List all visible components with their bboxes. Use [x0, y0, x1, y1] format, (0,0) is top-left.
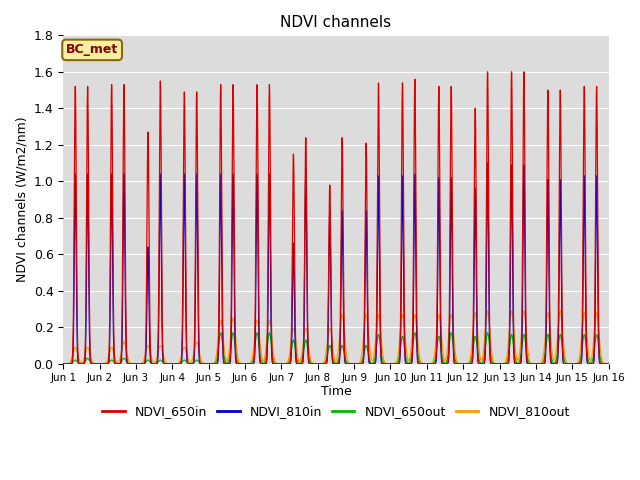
Legend: NDVI_650in, NDVI_810in, NDVI_650out, NDVI_810out: NDVI_650in, NDVI_810in, NDVI_650out, NDV… — [97, 400, 575, 423]
Y-axis label: NDVI channels (W/m2/nm): NDVI channels (W/m2/nm) — [15, 117, 28, 282]
X-axis label: Time: Time — [321, 385, 351, 398]
Title: NDVI channels: NDVI channels — [280, 15, 392, 30]
Text: BC_met: BC_met — [66, 43, 118, 56]
